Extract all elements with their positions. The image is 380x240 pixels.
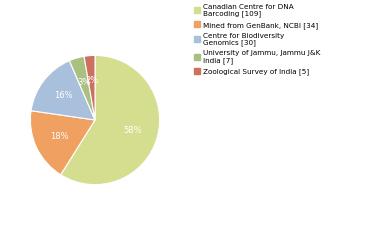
Text: 3%: 3% [77,78,90,87]
Legend: Canadian Centre for DNA
Barcoding [109], Mined from GenBank, NCBI [34], Centre f: Canadian Centre for DNA Barcoding [109],… [194,4,320,75]
Wedge shape [61,55,160,185]
Text: 16%: 16% [54,91,73,101]
Text: 2%: 2% [85,76,98,85]
Text: 58%: 58% [124,126,142,135]
Wedge shape [31,61,95,120]
Wedge shape [84,55,95,120]
Wedge shape [70,56,95,120]
Wedge shape [30,111,95,175]
Text: 18%: 18% [50,132,68,141]
